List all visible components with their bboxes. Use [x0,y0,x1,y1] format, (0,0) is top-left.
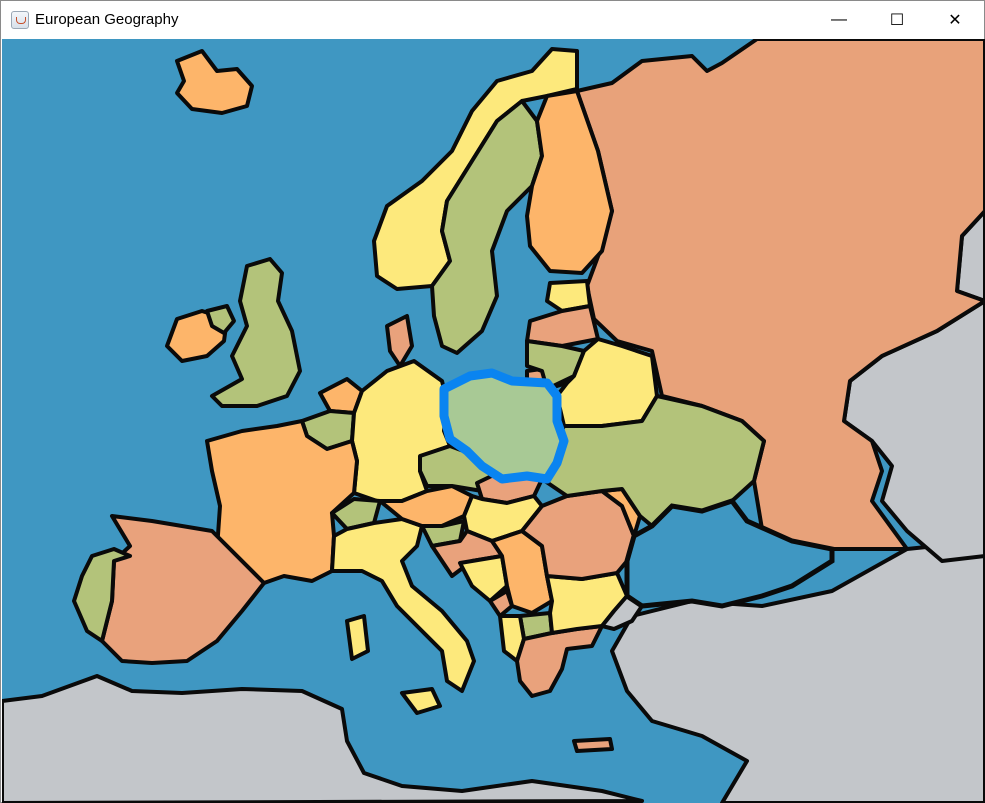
black-sea [624,498,835,609]
north-africa [2,674,644,803]
crete[interactable] [572,737,614,753]
slovenia[interactable] [420,519,466,548]
map-canvas[interactable] [2,39,985,803]
northern-ireland[interactable] [205,304,236,335]
iceland[interactable] [175,49,254,115]
java-app-icon [11,10,29,29]
sardinia[interactable] [345,614,370,661]
window-title: European Geography [35,11,179,28]
greece[interactable] [515,624,604,698]
window-controls: — ☐ ✕ [810,1,984,38]
united-kingdom[interactable] [210,257,302,408]
sicily[interactable] [400,687,442,715]
portugal[interactable] [72,547,132,643]
switzerland[interactable] [330,497,382,531]
poland-selected[interactable] [439,368,569,484]
title-bar[interactable]: European Geography — ☐ ✕ [1,1,984,38]
minimize-button[interactable]: — [831,10,847,28]
denmark[interactable] [385,314,414,368]
lithuania[interactable] [525,339,586,391]
europe-map[interactable] [2,39,985,803]
montenegro[interactable] [488,589,514,618]
maximize-button[interactable]: ☐ [889,11,905,29]
middle-east [610,539,985,803]
close-button[interactable]: ✕ [948,11,962,29]
finland[interactable] [525,89,614,275]
